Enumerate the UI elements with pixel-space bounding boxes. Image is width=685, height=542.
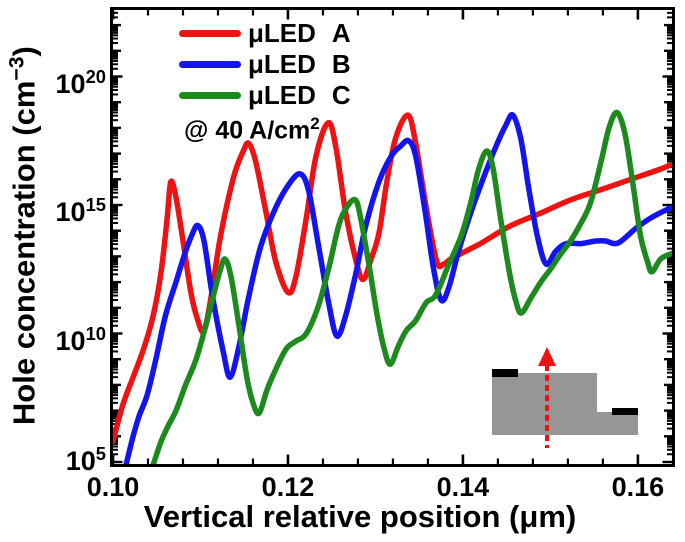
legend-series-variant: B <box>331 49 351 79</box>
y-tick-label: 1020 <box>55 65 106 99</box>
y-axis-label-text: Hole concentration (cm <box>6 80 42 426</box>
curve-μled-b <box>123 111 672 464</box>
curve-μled-a <box>113 112 672 445</box>
inset-mesa-step <box>597 412 638 435</box>
legend-series-variant: C <box>331 80 351 110</box>
injection-arrow-head <box>538 347 556 366</box>
legend-item-uled-b: μLED B <box>179 49 351 80</box>
curve-μled-c <box>150 109 672 464</box>
legend-item-uled-c: μLED C <box>179 80 351 111</box>
legend-series-name: μLED <box>248 80 316 110</box>
legend: μLED A μLED B μLED C <box>179 18 351 111</box>
legend-label-uled-a: μLED A <box>248 18 351 49</box>
annotation-text: @ 40 A/cm <box>184 116 311 145</box>
x-tick-label: 0.10 <box>86 472 140 502</box>
legend-swatch-uled-b <box>179 61 241 68</box>
legend-series-variant: A <box>331 18 351 48</box>
injection-arrow-dashed-line <box>545 365 549 448</box>
y-axis-label-close: ) <box>6 46 42 57</box>
legend-swatch-uled-c <box>179 92 241 99</box>
legend-item-uled-a: μLED A <box>179 18 351 49</box>
inset-p-contact-bar <box>492 369 518 377</box>
x-axis-label: Vertical relative position (μm) <box>143 499 577 534</box>
plot-area: μLED A μLED B μLED C @ 40 A/cm2 <box>110 7 675 467</box>
legend-label-uled-b: μLED B <box>248 49 351 80</box>
y-tick-label: 1015 <box>55 194 106 227</box>
legend-series-name: μLED <box>248 18 316 48</box>
x-tick-label: 0.12 <box>261 472 315 502</box>
legend-swatch-uled-a <box>179 30 241 37</box>
legend-label-uled-c: μLED C <box>248 80 351 111</box>
y-tick-label: 1010 <box>55 322 106 356</box>
inset-n-contact-bar <box>612 408 638 415</box>
legend-series-name: μLED <box>248 49 316 79</box>
inset-mesa-body <box>492 373 597 435</box>
y-tick-label: 105 <box>65 443 106 476</box>
current-density-annotation: @ 40 A/cm2 <box>184 114 320 145</box>
annotation-exponent: 2 <box>310 114 320 133</box>
x-tick-label: 0.14 <box>436 472 490 502</box>
plot-canvas <box>113 10 672 464</box>
x-tick-label: 0.16 <box>611 472 665 502</box>
